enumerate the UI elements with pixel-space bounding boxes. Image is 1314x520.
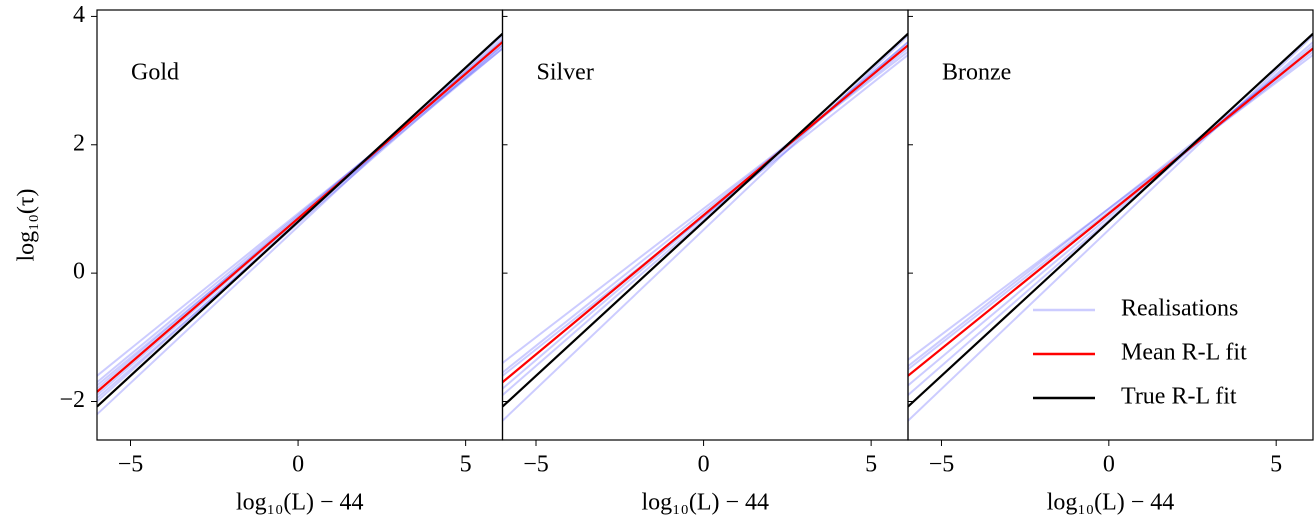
fit-line [908,47,1313,377]
x-tick-label: 5 [865,452,877,478]
x-axis-label: log₁₀(L) − 44 [236,490,364,516]
realisation-line [502,34,908,422]
x-tick-label: −5 [929,452,955,478]
x-axis-label: log₁₀(L) − 44 [1047,490,1175,516]
realisation-line [908,54,1313,361]
realisation-line [502,41,908,390]
plot-area [502,32,908,422]
axes-frame [907,9,1314,441]
realisation-line [97,47,503,377]
fit-line [502,32,908,408]
legend-label: Realisations [1121,296,1238,322]
plot-area [97,32,503,416]
realisation-line [502,50,908,364]
x-tick-label: 0 [1103,452,1115,478]
x-tick-label: −5 [523,452,549,478]
realisation-line [908,34,1313,422]
fit-line [908,32,1313,408]
panel-label: Gold [131,60,179,86]
y-tick-label: −2 [59,387,85,413]
realisation-line [97,44,503,400]
panel-label: Bronze [942,60,1011,86]
panel: Gold −5 0 5 −2 0 2 4 log₁₀(L) − 44 log₁₀(τ) [14,2,504,516]
x-tick-label: 5 [460,452,472,478]
panel: Silver −5 0 5 log₁₀(L) − 44 [501,9,909,516]
realisation-line [908,47,1313,367]
realisation-line [97,34,503,416]
y-tick-label: 4 [73,2,85,28]
fit-line [502,44,908,384]
plot-area [908,32,1313,422]
x-tick-label: 0 [698,452,710,478]
fit-line [97,41,503,393]
y-axis-label: log₁₀(τ) [14,188,40,261]
x-tick-label: 5 [1270,452,1282,478]
y-tick-label: 2 [73,130,85,156]
x-tick-label: 0 [292,452,304,478]
y-tick-label: 0 [73,259,85,285]
panel: Bronze −5 0 5 log₁₀(L) − 44 Realisations Mean … [907,9,1314,516]
realisation-line [502,54,908,377]
x-tick-label: −5 [118,452,144,478]
legend-label: Mean R-L fit [1121,340,1247,366]
realisation-line [908,41,1313,396]
x-axis-label: log₁₀(L) − 44 [641,490,769,516]
fit-line [97,32,503,408]
legend-label: True R-L fit [1121,384,1237,410]
panel-label: Silver [537,60,594,86]
realisation-line [908,50,1313,371]
